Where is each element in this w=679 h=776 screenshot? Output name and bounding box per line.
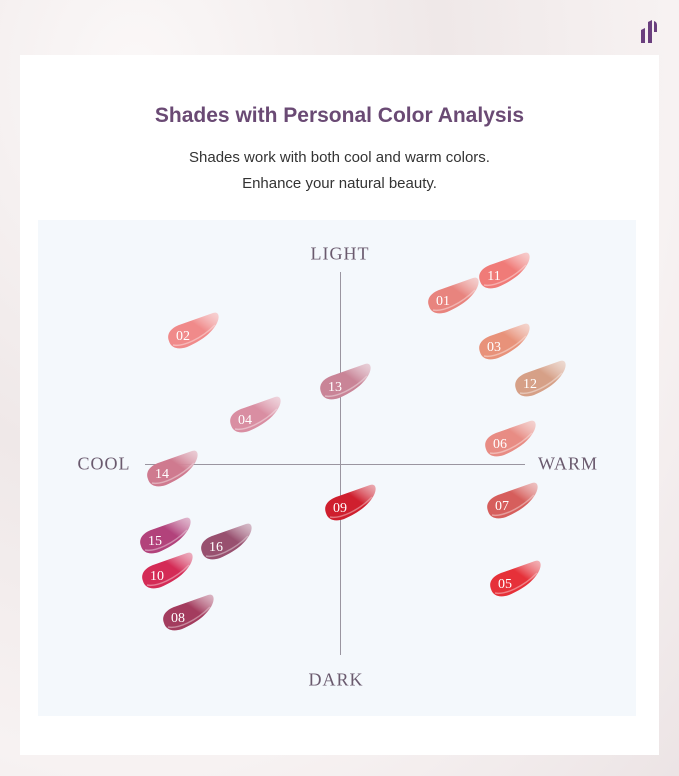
lip-swatch-shape — [230, 396, 281, 433]
shade-label: 06 — [493, 437, 507, 452]
shade-label: 02 — [176, 329, 190, 344]
axis-label-warm: WARM — [537, 453, 599, 474]
lip-swatch-shape — [428, 277, 479, 314]
shade-swatch-14: 14 — [144, 449, 204, 489]
horizontal-axis — [145, 464, 525, 465]
axis-label-cool: COOL — [77, 453, 131, 474]
shade-swatch-13: 13 — [317, 362, 377, 402]
brand-logo-icon — [638, 16, 660, 44]
lip-swatch-shape — [168, 312, 219, 349]
shade-swatch-09: 09 — [322, 483, 382, 523]
axis-label-light: LIGHT — [310, 243, 370, 264]
shade-swatch-10: 10 — [139, 551, 199, 591]
lip-swatch-shape — [147, 450, 198, 487]
shade-swatch-01: 01 — [425, 276, 485, 316]
lip-swatch-shape — [515, 360, 566, 397]
shade-label: 09 — [333, 501, 347, 516]
shade-label: 10 — [150, 569, 164, 584]
subtitle-line-2: Enhance your natural beauty. — [242, 175, 437, 192]
shade-swatch-06: 06 — [482, 419, 542, 459]
lip-swatch-shape — [163, 594, 214, 631]
shade-swatch-07: 07 — [484, 481, 544, 521]
shade-swatch-04: 04 — [227, 395, 287, 435]
shade-label: 08 — [171, 611, 185, 626]
shade-swatch-12: 12 — [512, 359, 572, 399]
lip-swatch-shape — [479, 323, 530, 360]
shade-label: 05 — [498, 577, 512, 592]
shade-label: 14 — [155, 467, 169, 482]
shade-swatch-02: 02 — [165, 311, 225, 351]
lip-swatch-shape — [485, 420, 536, 457]
shade-swatch-16: 16 — [198, 522, 258, 562]
subtitle-line-1: Shades work with both cool and warm colo… — [189, 149, 490, 166]
shade-swatch-15: 15 — [137, 516, 197, 556]
shade-label: 03 — [487, 340, 501, 355]
shade-swatch-11: 11 — [476, 251, 536, 291]
shade-label: 12 — [523, 377, 537, 392]
lip-swatch-shape — [320, 363, 371, 400]
shade-label: 13 — [328, 380, 342, 395]
shade-label: 16 — [209, 540, 223, 555]
shade-swatch-05: 05 — [487, 559, 547, 599]
lip-swatch-shape — [201, 523, 252, 560]
shade-swatch-03: 03 — [476, 322, 536, 362]
shade-label: 15 — [148, 534, 162, 549]
shade-swatch-08: 08 — [160, 593, 220, 633]
shade-label: 07 — [495, 499, 509, 514]
page-title: Shades with Personal Color Analysis — [154, 104, 525, 127]
shade-label: 11 — [487, 269, 501, 284]
lip-swatch-shape — [479, 252, 530, 289]
lip-swatch-shape — [487, 482, 538, 519]
shade-label: 01 — [436, 294, 450, 309]
lip-swatch-shape — [140, 517, 191, 554]
lip-swatch-shape — [142, 552, 193, 589]
lip-swatch-shape — [325, 484, 376, 521]
shade-label: 04 — [238, 413, 252, 428]
axis-label-dark: DARK — [308, 669, 364, 690]
lip-swatch-shape — [490, 560, 541, 597]
vertical-axis — [340, 272, 341, 655]
color-analysis-diagram — [38, 220, 636, 716]
